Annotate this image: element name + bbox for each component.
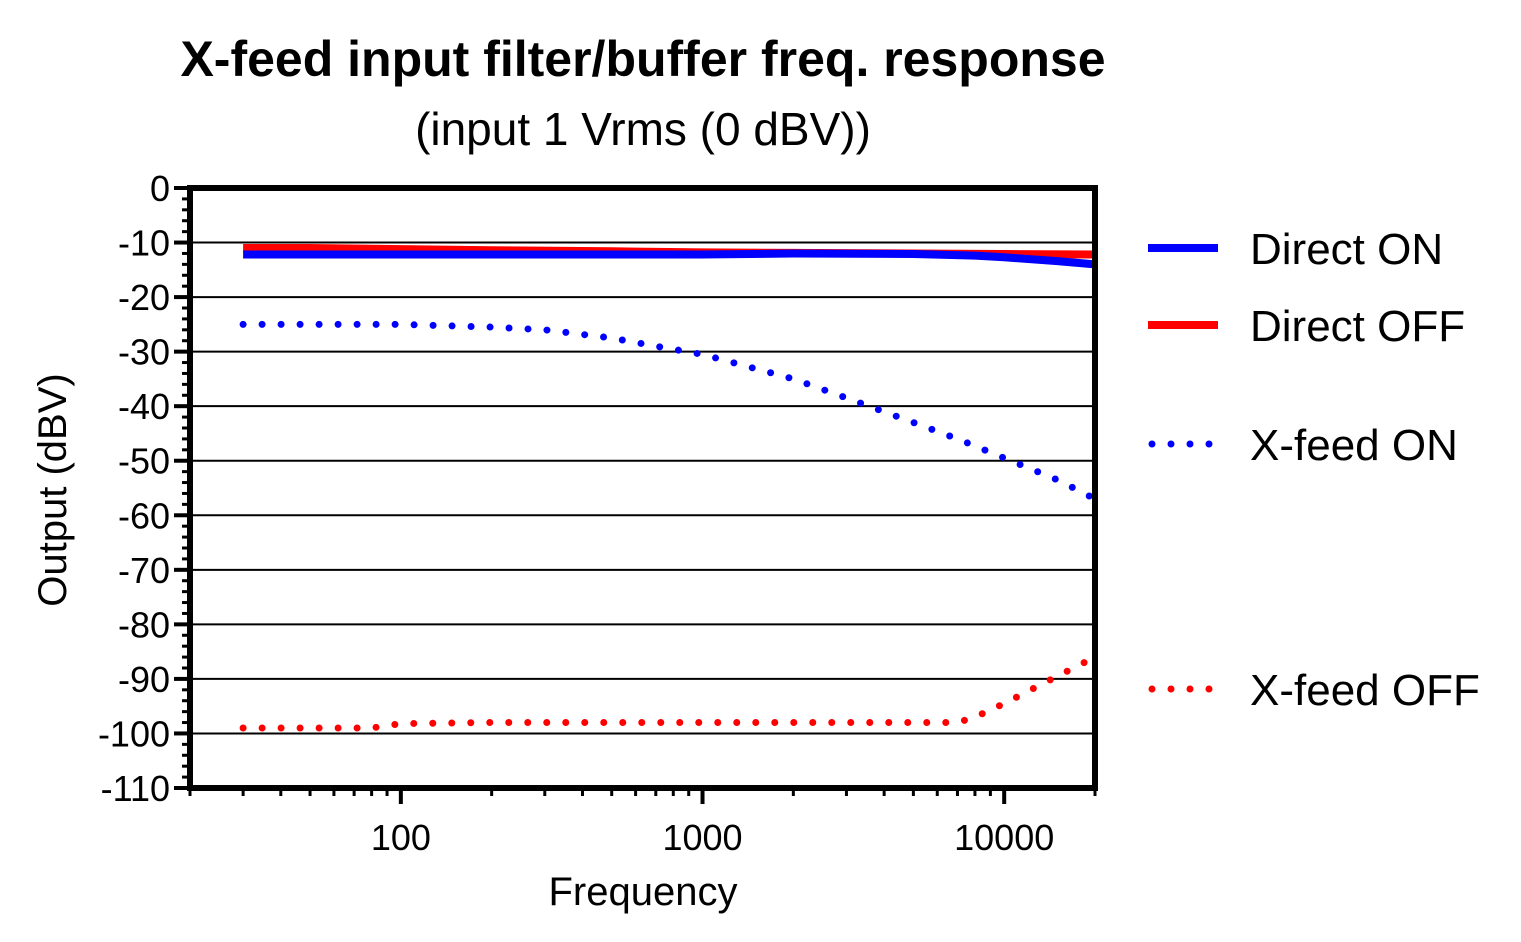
x-tick-label: 100 bbox=[371, 817, 431, 858]
chart-subtitle: (input 1 Vrms (0 dBV)) bbox=[415, 103, 871, 155]
legend-label: X-feed OFF bbox=[1250, 666, 1480, 715]
y-tick-label: -80 bbox=[118, 604, 170, 645]
series-line-x-feed-off bbox=[239, 653, 1099, 732]
series-layer bbox=[239, 244, 1099, 732]
legend-label: X-feed ON bbox=[1250, 421, 1458, 470]
y-tick-label: -20 bbox=[118, 277, 170, 318]
y-tick-label: -40 bbox=[118, 386, 170, 427]
series-line-direct-on bbox=[243, 249, 1096, 269]
x-axis-label: Frequency bbox=[549, 870, 738, 914]
legend: Direct ON Direct OFF X-feed ON X-feed OFF bbox=[1148, 225, 1480, 715]
y-tick-label: -90 bbox=[118, 659, 170, 700]
minor-tick-layer bbox=[182, 197, 1097, 796]
legend-label: Direct OFF bbox=[1250, 302, 1465, 351]
y-axis-label: Output (dBV) bbox=[31, 373, 75, 606]
plot-frame bbox=[187, 185, 1098, 791]
chart-title: X-feed input filter/buffer freq. respons… bbox=[180, 31, 1105, 87]
legend-label: Direct ON bbox=[1250, 225, 1443, 274]
y-tick-layer: 0 -10 -20 -30 -40 -50 -60 -70 -80 -90 -100 -110 bbox=[98, 168, 190, 809]
y-tick-label: -30 bbox=[118, 332, 170, 373]
y-tick-label: -70 bbox=[118, 550, 170, 591]
series-line-x-feed-on bbox=[239, 320, 1099, 503]
y-tick-label: 0 bbox=[150, 168, 170, 209]
y-tick-label: -100 bbox=[98, 713, 170, 754]
grid-layer bbox=[190, 187, 1095, 789]
y-tick-label: -110 bbox=[101, 768, 170, 809]
y-tick-label: -10 bbox=[118, 223, 170, 264]
y-tick-label: -60 bbox=[118, 495, 170, 536]
y-tick-label: -50 bbox=[118, 441, 170, 482]
x-tick-label: 10000 bbox=[954, 817, 1054, 858]
x-tick-label: 1000 bbox=[662, 817, 742, 858]
x-tick-layer: 100 1000 10000 bbox=[371, 788, 1054, 858]
